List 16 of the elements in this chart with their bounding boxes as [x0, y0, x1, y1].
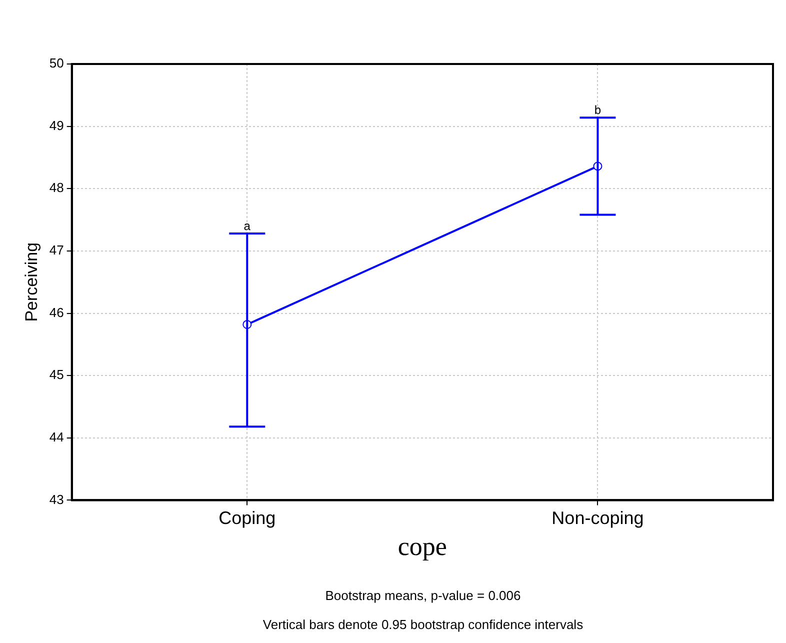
- y-axis-title: Perceiving: [22, 242, 41, 322]
- annotation: b: [594, 102, 602, 117]
- annotation: a: [244, 218, 251, 233]
- text: Bootstrap means, p-value = 0.006: [324, 588, 522, 603]
- y-tick-label: 46: [49, 304, 64, 320]
- y-tick-label: 47: [49, 242, 64, 258]
- y-tick-label: 49: [49, 118, 64, 133]
- x-axis-title: cope: [398, 532, 447, 562]
- x-tick-label: Non-coping: [552, 508, 644, 528]
- y-tick-label: 43: [49, 492, 64, 507]
- y-tick-label: 48: [49, 180, 64, 196]
- y-tick-label: 45: [49, 367, 64, 382]
- text: Vertical bars denote 0.95 bootstrap confidence intervals: [262, 617, 584, 632]
- x-tick-label: Coping: [218, 508, 276, 528]
- y-tick-label: 50: [49, 56, 64, 71]
- y-tick-label: 44: [49, 429, 64, 444]
